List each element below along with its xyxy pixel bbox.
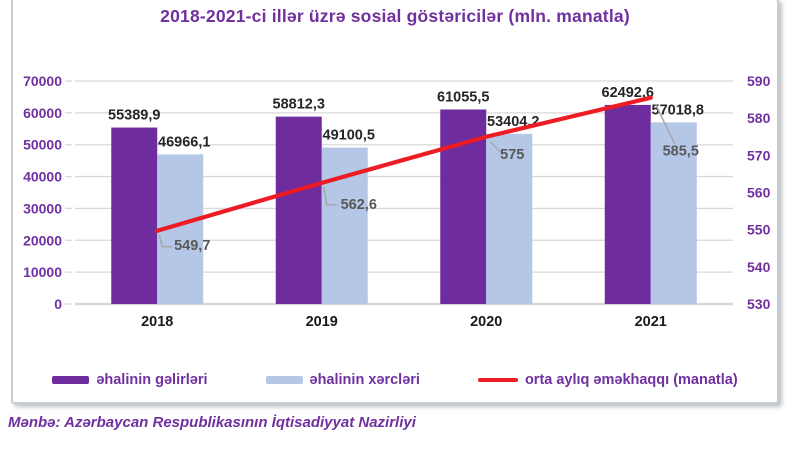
income-value-label: 62492,6	[602, 85, 654, 101]
right-axis-tick: 550	[747, 222, 771, 238]
chart-legend: əhalinin gəlirləri əhalinin xərcləri ort…	[13, 372, 777, 388]
category-label-2019: 2019	[306, 314, 338, 330]
left-axis-tick: 50000	[23, 137, 62, 153]
right-axis-tick: 590	[747, 73, 771, 89]
line-value-labels: 549,7 562,6 575 585,5	[174, 144, 699, 254]
salary-value-label: 575	[500, 147, 524, 163]
salary-value-label: 585,5	[663, 144, 699, 160]
combo-chart: 0100002000030000400005000060000700005305…	[23, 73, 771, 330]
legend-item-salary: orta aylıq əməkhaqqı (manatla)	[477, 372, 738, 388]
label-leader-line	[655, 104, 676, 145]
left-axis-tick: 20000	[23, 232, 62, 248]
legend-label-salary: orta aylıq əməkhaqqı (manatla)	[524, 372, 738, 388]
left-axis-tick: 60000	[23, 105, 62, 121]
income-value-label: 58812,3	[273, 97, 325, 113]
legend-item-expenses: əhalinin xərcləri	[265, 372, 420, 388]
expenses-value-label: 57018,8	[652, 102, 704, 118]
salary-value-label: 549,7	[174, 238, 210, 254]
bar-income-2019	[275, 116, 322, 305]
right-axis-tick: 560	[747, 185, 771, 201]
bar-expenses-2021	[650, 122, 697, 304]
left-axis-tick: 0	[54, 296, 62, 312]
bar-value-labels: 55389,946966,158812,349100,561055,553404…	[108, 85, 704, 150]
right-axis-tick: 530	[747, 296, 771, 312]
salary-value-label: 562,6	[341, 197, 377, 213]
bar-income-2021	[604, 104, 651, 304]
chart-title: 2018-2021-ci illər üzrə sosial göstərici…	[160, 6, 630, 26]
label-leader-line	[158, 234, 173, 248]
left-axis-tick: 40000	[23, 169, 62, 185]
right-axis-tick: 540	[747, 259, 771, 275]
salary-trend-line	[155, 95, 653, 233]
bars	[111, 104, 697, 305]
category-label-2020: 2020	[470, 314, 502, 330]
right-axis-tick: 580	[747, 110, 771, 126]
left-axis-labels: 0 10000 20000 30000 40000 50000 60000 70000	[23, 73, 62, 312]
expenses-value-label: 49100,5	[323, 128, 375, 144]
source-note: Mənbə: Azərbaycan Respublikasının İqtisa…	[8, 414, 416, 431]
legend-label-income: əhalinin gəlirləri	[96, 372, 208, 388]
left-axis-tick: 70000	[23, 73, 62, 89]
chart-panel: 2018-2021-ci illər üzrə sosial göstərici…	[11, 0, 779, 404]
leader-lines	[158, 104, 676, 248]
right-axis-labels: 530 540 550 560 570 580 590	[747, 73, 771, 312]
label-leader-line	[489, 141, 502, 154]
expenses-value-label: 46966,1	[158, 134, 210, 150]
bar-income-2018	[111, 127, 158, 304]
income-value-label: 55389,9	[108, 108, 160, 124]
income-swatch	[52, 376, 90, 384]
salary-line	[155, 95, 653, 233]
left-axis-tick: 10000	[23, 264, 62, 280]
legend-label-expenses: əhalinin xərcləri	[309, 372, 420, 388]
category-label-2018: 2018	[141, 314, 173, 330]
category-labels: 2018 2019 2020 2021	[141, 314, 667, 330]
bar-expenses-2020	[486, 133, 533, 304]
salary-line-swatch	[477, 378, 518, 382]
left-axis-tick: 30000	[23, 200, 62, 216]
category-label-2021: 2021	[635, 314, 667, 330]
expenses-swatch	[265, 376, 303, 384]
income-value-label: 61055,5	[437, 89, 489, 105]
legend-item-income: əhalinin gəlirləri	[52, 372, 208, 388]
right-axis-tick: 570	[747, 147, 771, 163]
label-leader-line	[323, 186, 337, 206]
